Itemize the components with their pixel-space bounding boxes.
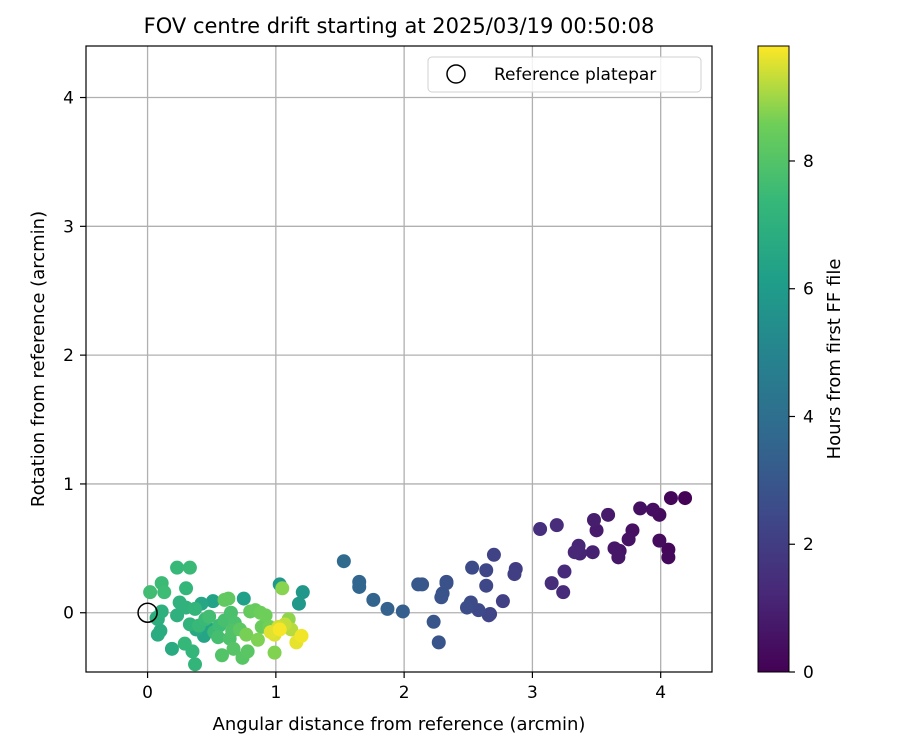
colorbar: 0 2 4 6 8 Hours from first FF file: [757, 45, 845, 683]
x-tick-label: 4: [655, 683, 666, 703]
data-point: [459, 600, 474, 615]
data-point: [352, 579, 367, 594]
y-tick-label: 3: [63, 217, 74, 237]
data-point: [645, 502, 660, 517]
data-point: [217, 592, 232, 607]
data-point: [544, 576, 559, 591]
y-tick-label: 1: [63, 475, 74, 495]
colorbar-tick-label: 4: [803, 407, 814, 427]
data-point: [239, 627, 254, 642]
data-point: [479, 563, 494, 578]
x-tick-label: 0: [142, 683, 153, 703]
x-axis-label: Angular distance from reference (arcmin): [213, 714, 586, 735]
data-point: [633, 501, 648, 516]
data-point: [479, 578, 494, 593]
data-point: [250, 632, 265, 647]
data-point: [495, 594, 510, 609]
data-point: [663, 491, 678, 506]
data-point: [586, 513, 601, 528]
data-point: [179, 581, 194, 596]
reference-marker: [137, 602, 158, 623]
data-point: [486, 547, 501, 562]
data-point: [366, 592, 381, 607]
data-point: [395, 604, 410, 619]
y-axis-label: Rotation from reference (arcmin): [28, 211, 49, 507]
axes-background: [86, 46, 712, 672]
data-point: [258, 608, 273, 623]
legend-marker-open-circle: [446, 64, 466, 84]
colorbar-ticks: 0 2 4 6 8: [789, 152, 814, 683]
legend: Reference platepar: [427, 56, 702, 93]
data-point: [533, 522, 548, 537]
data-point: [240, 644, 255, 659]
x-tick-label: 3: [527, 683, 538, 703]
data-point: [652, 533, 667, 548]
data-point: [211, 630, 226, 645]
x-tick-label: 1: [270, 683, 281, 703]
data-point: [177, 636, 192, 651]
data-point: [164, 641, 179, 656]
data-point: [678, 491, 693, 506]
data-point: [143, 585, 158, 600]
colorbar-gradient: [757, 45, 790, 673]
data-point: [188, 657, 203, 672]
data-point: [380, 601, 395, 616]
y-tick-label: 2: [63, 346, 74, 366]
data-point: [294, 628, 309, 643]
data-point: [426, 614, 441, 629]
y-tick-label: 0: [63, 604, 74, 624]
x-axis-ticks: 0 1 2 3 4: [142, 672, 666, 703]
data-point: [170, 560, 185, 575]
data-point: [275, 581, 290, 596]
data-point: [601, 507, 616, 522]
plot-area: [85, 45, 713, 673]
data-point: [205, 594, 220, 609]
data-point: [621, 532, 636, 547]
data-point: [226, 641, 241, 656]
data-point: [557, 564, 572, 579]
data-points: [143, 491, 693, 672]
data-point: [585, 545, 600, 560]
data-point: [154, 604, 169, 619]
data-point: [507, 567, 522, 582]
data-point: [153, 623, 168, 638]
data-point: [336, 554, 351, 569]
data-point: [431, 635, 446, 650]
data-point: [214, 648, 229, 663]
data-point: [291, 596, 306, 611]
reference-point: [137, 602, 158, 623]
data-point: [661, 550, 676, 565]
y-tick-label: 4: [63, 89, 74, 109]
colorbar-tick-label: 6: [803, 280, 814, 300]
data-point: [567, 545, 582, 560]
colorbar-label: Hours from first FF file: [824, 259, 845, 460]
data-point: [267, 645, 282, 660]
data-point: [157, 585, 172, 600]
legend-box: [427, 56, 702, 93]
data-point: [295, 585, 310, 600]
y-axis-ticks: 0 1 2 3 4: [63, 89, 86, 624]
legend-label: Reference platepar: [494, 65, 656, 85]
colorbar-tick-label: 2: [803, 535, 814, 555]
data-point: [188, 601, 203, 616]
data-point: [465, 560, 480, 575]
x-tick-label: 2: [399, 683, 410, 703]
data-point: [411, 577, 426, 592]
data-point: [549, 518, 564, 533]
data-point: [202, 609, 217, 624]
colorbar-tick-label: 8: [803, 152, 814, 172]
data-point: [182, 560, 197, 575]
data-point: [434, 590, 449, 605]
colorbar-tick-label: 0: [803, 663, 814, 683]
data-point: [272, 622, 287, 637]
axes-frame: [85, 45, 713, 673]
data-point: [607, 541, 622, 556]
chart-title: FOV centre drift starting at 2025/03/19 …: [144, 14, 655, 38]
data-point: [556, 585, 571, 600]
data-point: [236, 591, 251, 606]
